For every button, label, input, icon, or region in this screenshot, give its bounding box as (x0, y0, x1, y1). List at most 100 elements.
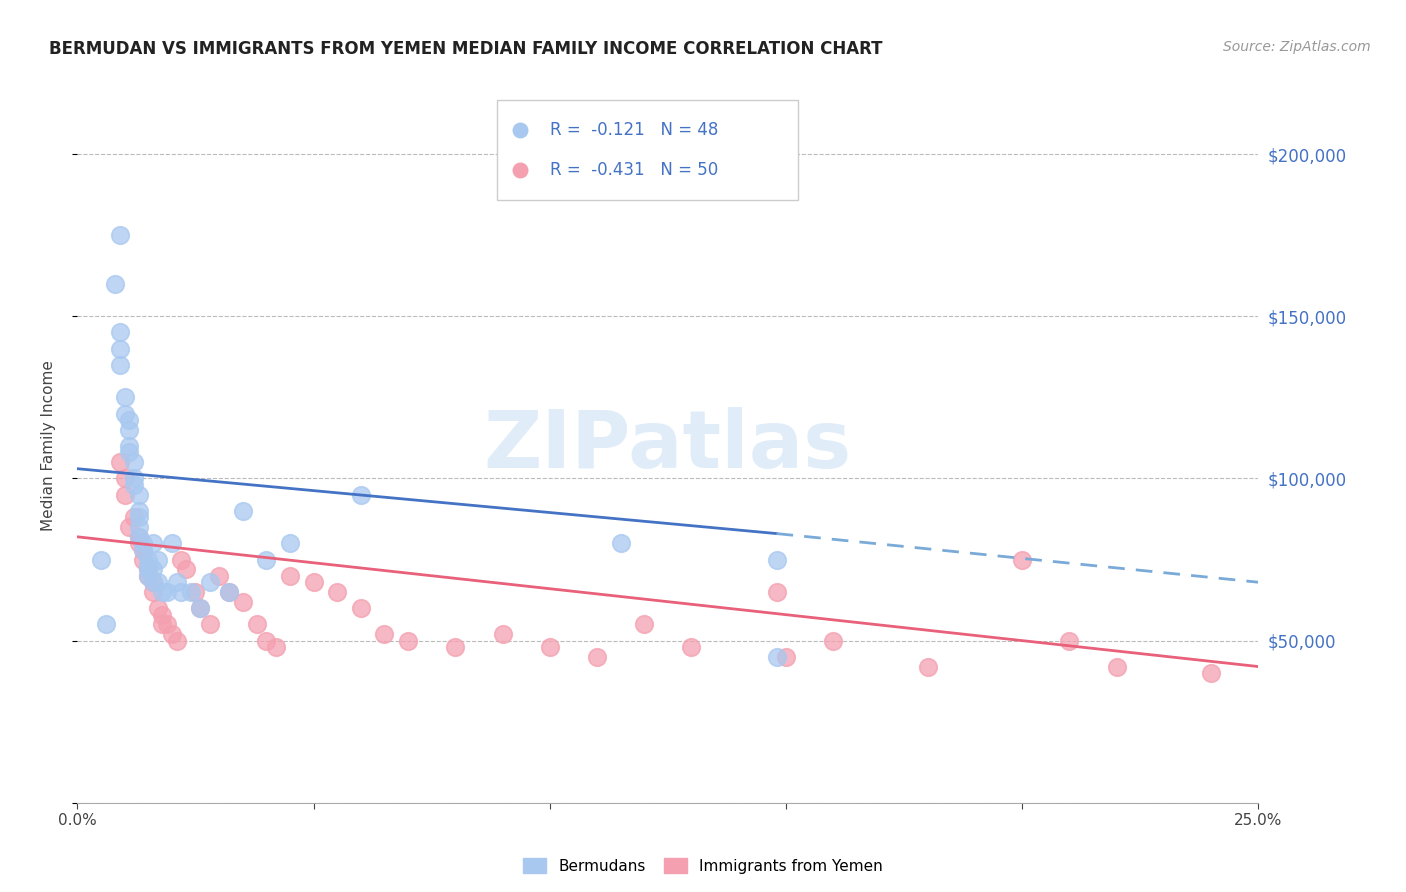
Text: ZIPatlas: ZIPatlas (484, 407, 852, 485)
Point (166, 575, 188, 590)
Point (765, 552, 787, 566)
Point (142, 536, 165, 550)
Point (142, 562, 165, 576)
Point (136, 568, 159, 582)
Point (246, 617, 269, 632)
Point (278, 568, 301, 582)
Point (917, 659, 939, 673)
Point (108, 455, 131, 469)
Point (142, 575, 165, 590)
Point (775, 649, 797, 664)
Point (198, 617, 221, 632)
Point (114, 488, 136, 502)
Point (94, 617, 117, 632)
Point (491, 627, 513, 641)
Point (104, 277, 127, 291)
Point (108, 228, 131, 243)
Point (681, 640, 703, 654)
Point (114, 471, 136, 485)
Point (232, 504, 254, 518)
Point (208, 568, 231, 582)
Point (122, 455, 145, 469)
Point (160, 627, 183, 641)
Point (118, 445, 141, 459)
Point (136, 552, 159, 566)
Text: Source: ZipAtlas.com: Source: ZipAtlas.com (1223, 40, 1371, 54)
Point (264, 640, 287, 654)
Text: R =  -0.431   N = 50: R = -0.431 N = 50 (550, 161, 718, 178)
Point (302, 575, 325, 590)
Point (180, 585, 202, 599)
Point (108, 358, 131, 372)
Point (444, 640, 467, 654)
Point (118, 439, 141, 453)
Point (122, 478, 145, 492)
Point (350, 601, 373, 615)
Point (128, 488, 150, 502)
Point (136, 562, 159, 576)
Point (232, 595, 254, 609)
Point (146, 575, 169, 590)
Point (150, 617, 173, 632)
Point (170, 585, 193, 599)
Point (136, 568, 159, 582)
Point (160, 536, 183, 550)
Point (609, 536, 631, 550)
Point (150, 585, 173, 599)
Point (765, 649, 787, 664)
Point (396, 633, 419, 648)
Point (254, 552, 277, 566)
Point (218, 585, 240, 599)
Point (373, 627, 395, 641)
Point (128, 536, 150, 550)
Point (326, 585, 349, 599)
Point (90, 552, 112, 566)
Point (150, 607, 173, 622)
Point (114, 390, 136, 404)
Point (118, 413, 141, 427)
Point (1199, 666, 1222, 681)
Legend: Bermudans, Immigrants from Yemen: Bermudans, Immigrants from Yemen (517, 852, 889, 880)
Point (122, 471, 145, 485)
Point (633, 617, 655, 632)
Point (166, 633, 188, 648)
Point (254, 633, 277, 648)
Point (136, 562, 159, 576)
Y-axis label: Median Family Income: Median Family Income (42, 360, 56, 532)
Point (218, 585, 240, 599)
Point (765, 585, 787, 599)
Point (188, 601, 211, 615)
Point (188, 601, 211, 615)
Point (132, 536, 155, 550)
Point (1059, 633, 1081, 648)
Point (108, 342, 131, 356)
Point (128, 530, 150, 544)
Point (278, 536, 301, 550)
Point (142, 575, 165, 590)
Point (132, 552, 155, 566)
Point (128, 520, 150, 534)
Point (156, 617, 179, 632)
Point (128, 510, 150, 524)
Point (170, 552, 193, 566)
FancyBboxPatch shape (496, 100, 797, 200)
Point (184, 585, 207, 599)
Point (1105, 659, 1128, 673)
Point (118, 423, 141, 437)
Point (122, 510, 145, 524)
Point (128, 504, 150, 518)
Point (136, 559, 159, 574)
Point (586, 649, 609, 664)
Point (538, 640, 561, 654)
Point (823, 633, 845, 648)
Point (1011, 552, 1033, 566)
Point (128, 530, 150, 544)
Point (350, 488, 373, 502)
Point (146, 601, 169, 615)
Text: R =  -0.121   N = 48: R = -0.121 N = 48 (550, 121, 718, 139)
Point (118, 520, 141, 534)
Point (108, 326, 131, 340)
Point (132, 542, 155, 557)
Point (156, 585, 179, 599)
Point (132, 542, 155, 557)
